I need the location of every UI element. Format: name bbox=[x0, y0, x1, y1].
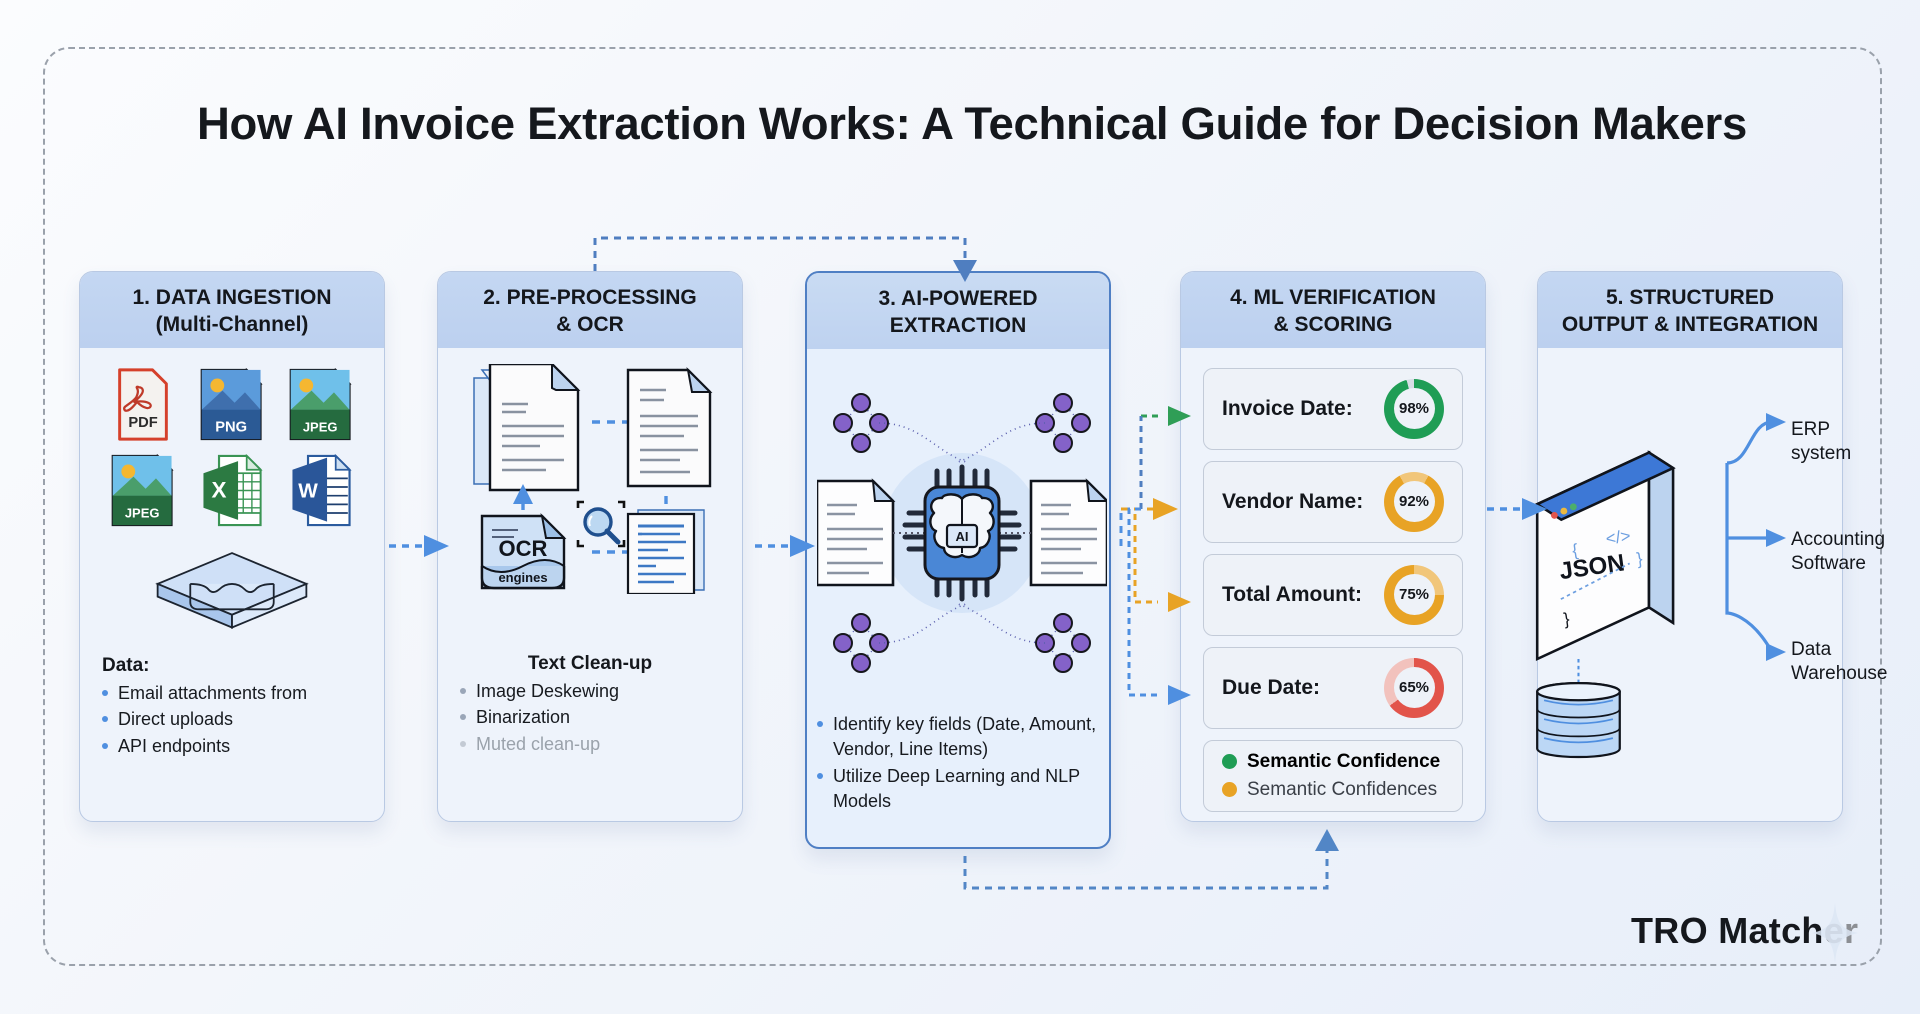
svg-text:PDF: PDF bbox=[129, 415, 158, 431]
svg-text:JPEG: JPEG bbox=[125, 505, 160, 520]
svg-text:PNG: PNG bbox=[215, 419, 247, 435]
svg-text:engines: engines bbox=[498, 570, 547, 585]
svg-text:AI: AI bbox=[956, 529, 969, 544]
svg-text:</>: </> bbox=[1604, 525, 1631, 548]
svg-text:X: X bbox=[212, 477, 227, 502]
svg-text:JPEG: JPEG bbox=[302, 419, 337, 434]
svg-text:W: W bbox=[298, 479, 318, 502]
svg-text:OCR: OCR bbox=[499, 536, 548, 561]
